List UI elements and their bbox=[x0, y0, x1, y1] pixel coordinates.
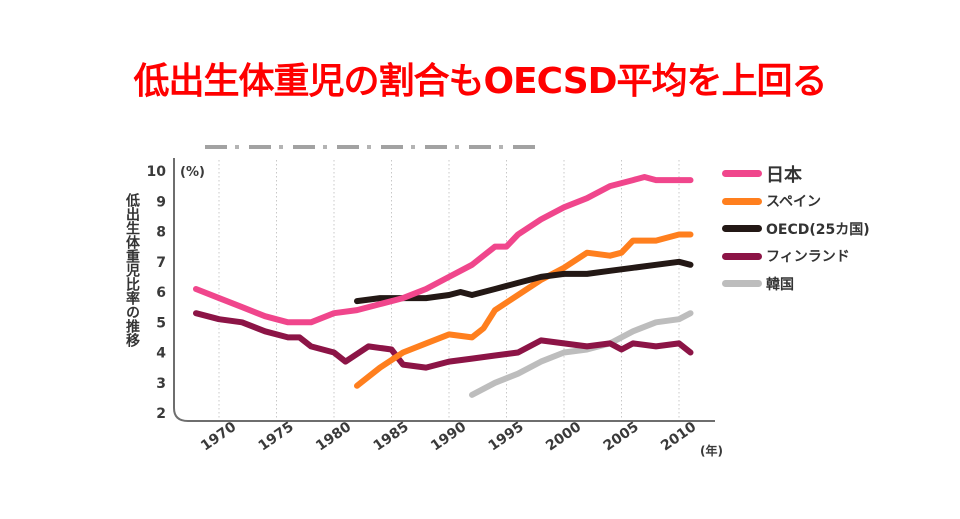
legend-label: 韓国 bbox=[766, 276, 794, 293]
legend-label: スペイン bbox=[766, 194, 822, 211]
legend-swatch bbox=[722, 280, 762, 288]
y-tick-label: 2 bbox=[156, 406, 166, 422]
legend-swatch bbox=[722, 197, 762, 205]
x-axis-unit: (年) bbox=[700, 443, 723, 458]
headline: 低出生体重児の割合もOECSD平均を上回る bbox=[133, 61, 827, 102]
y-tick-label: 4 bbox=[156, 346, 166, 362]
y-tick-label: 6 bbox=[156, 285, 166, 301]
y-unit-label: (%) bbox=[180, 165, 205, 180]
x-tick-label: 2005 bbox=[601, 419, 642, 454]
axis-line bbox=[173, 158, 715, 422]
y-tick-label: 7 bbox=[156, 255, 166, 271]
x-tick-label: 1985 bbox=[371, 419, 412, 454]
series-line bbox=[354, 258, 694, 305]
y-tick-label: 9 bbox=[156, 194, 166, 210]
x-tick-label: 1990 bbox=[428, 419, 469, 455]
legend-item: スペイン bbox=[722, 188, 870, 216]
y-tick-label: 3 bbox=[156, 376, 166, 392]
x-tick-label: 2010 bbox=[658, 419, 699, 455]
legend-label: フィンランド bbox=[766, 249, 850, 266]
y-tick-label: 8 bbox=[156, 225, 166, 241]
x-tick-label: 1995 bbox=[486, 419, 527, 454]
y-axis-title: 低出生体重児比率の推移 bbox=[124, 193, 140, 347]
y-tick-label: 5 bbox=[156, 315, 166, 331]
legend-item: 日本 bbox=[722, 160, 870, 188]
legend-label: 日本 bbox=[766, 164, 802, 186]
legend-item: フィンランド bbox=[722, 243, 870, 271]
x-tick-label: 1970 bbox=[198, 419, 239, 455]
legend-item: 韓国 bbox=[722, 270, 870, 298]
series-line bbox=[469, 310, 694, 398]
series-line bbox=[354, 231, 694, 389]
cropped-subtitle bbox=[205, 145, 540, 149]
x-tick-label: 2000 bbox=[543, 419, 584, 455]
series-line bbox=[193, 310, 694, 371]
y-tick-label: 10 bbox=[147, 164, 167, 180]
legend: 日本スペイン OECD(25カ国) フィンランド 韓国 bbox=[722, 160, 870, 298]
legend-label: OECD(25カ国) bbox=[766, 221, 870, 238]
legend-swatch bbox=[722, 225, 762, 233]
x-tick-label: 1980 bbox=[313, 419, 354, 455]
legend-swatch bbox=[722, 252, 762, 260]
legend-item: OECD(25カ国) bbox=[722, 215, 870, 243]
legend-swatch bbox=[722, 170, 762, 178]
x-tick-label: 1975 bbox=[256, 419, 297, 454]
series-line bbox=[193, 174, 694, 326]
